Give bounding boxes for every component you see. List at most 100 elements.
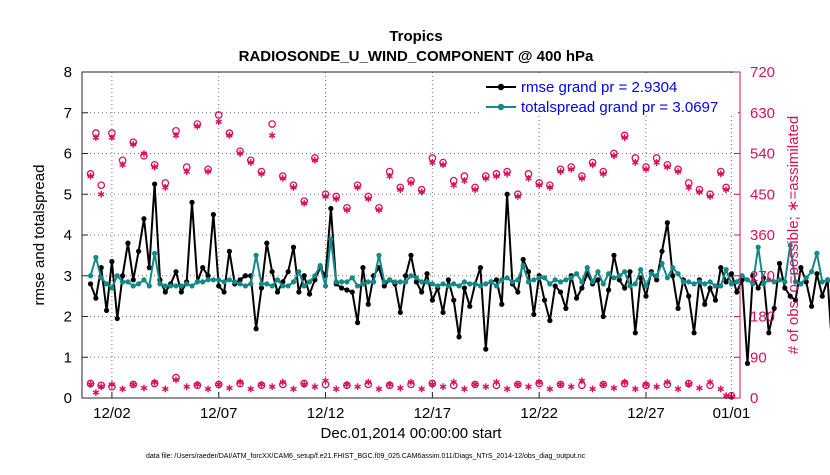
totalspread-point	[825, 277, 830, 282]
y-left-tick-label: 1	[64, 349, 72, 366]
totalspread-point	[136, 281, 141, 286]
x-tick-label: 01/01	[713, 405, 751, 422]
rmse-point	[173, 269, 178, 274]
rmse-point	[547, 318, 552, 323]
rmse-point	[307, 291, 312, 296]
totalspread-point	[339, 279, 344, 284]
y-right-tick-label: 630	[750, 105, 775, 122]
x-tick-label: 12/27	[627, 405, 665, 422]
rmse-point	[499, 302, 504, 307]
y-left-tick-label: 8	[64, 64, 72, 81]
rmse-point	[686, 294, 691, 299]
totalspread-point	[665, 275, 670, 280]
totalspread-point	[574, 271, 579, 276]
totalspread-point	[505, 275, 510, 280]
rmse-point	[115, 316, 120, 321]
rmse-point	[398, 310, 403, 315]
totalspread-point	[141, 277, 146, 282]
totalspread-point	[109, 285, 114, 290]
totalspread-point	[440, 281, 445, 286]
rmse-point	[355, 320, 360, 325]
rmse-point	[419, 289, 424, 294]
totalspread-point	[537, 275, 542, 280]
totalspread-point	[446, 283, 451, 288]
y-left-tick-label: 5	[64, 186, 72, 203]
totalspread-point	[131, 283, 136, 288]
totalspread-point	[515, 277, 520, 282]
rmse-point	[553, 283, 558, 288]
totalspread-point	[553, 277, 558, 282]
totalspread-point	[702, 281, 707, 286]
rmse-point	[563, 306, 568, 311]
totalspread-point	[467, 281, 472, 286]
totalspread-point	[232, 279, 237, 284]
rmse-point	[131, 277, 136, 282]
rmse-point	[446, 277, 451, 282]
y-right-tick-label: 90	[750, 349, 767, 366]
y-left-tick-label: 3	[64, 268, 72, 285]
totalspread-point	[670, 265, 675, 270]
totalspread-point	[211, 277, 216, 282]
totalspread-point	[622, 269, 627, 274]
totalspread-point	[521, 263, 526, 268]
rmse-point	[494, 277, 499, 282]
rmse-point	[430, 298, 435, 303]
totalspread-point	[243, 283, 248, 288]
y-left-tick-label: 4	[64, 227, 72, 244]
totalspread-point	[259, 281, 264, 286]
totalspread-point	[376, 253, 381, 258]
x-tick-label: 12/07	[200, 405, 238, 422]
totalspread-point	[366, 279, 371, 284]
totalspread-point	[200, 279, 205, 284]
totalspread-point	[168, 283, 173, 288]
totalspread-point	[419, 279, 424, 284]
legend-rmse-label: rmse grand pr = 2.9304	[521, 79, 677, 96]
totalspread-point	[611, 275, 616, 280]
totalspread-point	[350, 275, 355, 280]
rmse-point	[125, 241, 130, 246]
rmse-point	[462, 285, 467, 290]
totalspread-point	[435, 283, 440, 288]
rmse-point	[467, 304, 472, 309]
totalspread-point	[152, 251, 157, 256]
totalspread-point	[675, 271, 680, 276]
totalspread-point	[451, 281, 456, 286]
totalspread-point	[654, 273, 659, 278]
rmse-point	[724, 279, 729, 284]
totalspread-point	[804, 275, 809, 280]
totalspread-point	[318, 263, 323, 268]
totalspread-point	[649, 271, 654, 276]
rmse-point	[451, 298, 456, 303]
rmse-point	[216, 283, 221, 288]
totalspread-point	[729, 281, 734, 286]
rmse-point	[200, 265, 205, 270]
rmse-point	[403, 273, 408, 278]
totalspread-point	[115, 273, 120, 278]
totalspread-point	[344, 279, 349, 284]
rmse-point	[627, 269, 632, 274]
totalspread-point	[254, 253, 259, 258]
rmse-point	[211, 212, 216, 217]
totalspread-point	[120, 279, 125, 284]
totalspread-point	[595, 269, 600, 274]
legend-rmse-marker	[498, 84, 504, 90]
totalspread-point	[547, 281, 552, 286]
rmse-point	[531, 312, 536, 317]
rmse-point	[366, 302, 371, 307]
totalspread-point	[691, 281, 696, 286]
rmse-point	[756, 285, 761, 290]
totalspread-point	[638, 267, 643, 272]
totalspread-point	[424, 279, 429, 284]
totalspread-point	[601, 281, 606, 286]
rmse-point	[643, 294, 648, 299]
y-right-tick-label: 180	[750, 309, 775, 326]
chart-subtitle: RADIOSONDE_U_WIND_COMPONENT @ 400 hPa	[239, 48, 594, 65]
totalspread-point	[820, 279, 825, 284]
rmse-point	[542, 298, 547, 303]
rmse-point	[574, 296, 579, 301]
rmse-point	[515, 289, 520, 294]
totalspread-point	[237, 281, 242, 286]
totalspread-point	[697, 279, 702, 284]
